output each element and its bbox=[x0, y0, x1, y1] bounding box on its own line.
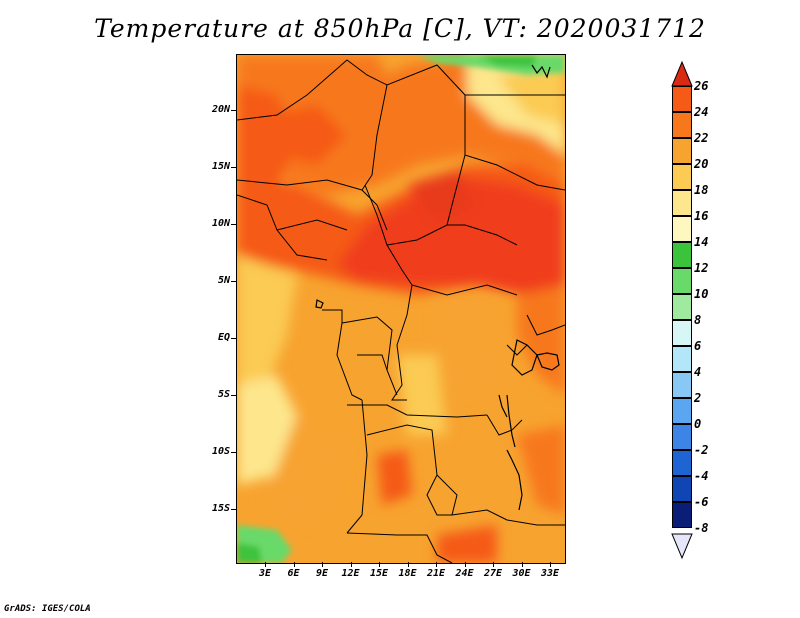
y-tick bbox=[231, 452, 236, 453]
colorbar-swatch bbox=[672, 372, 692, 398]
colorbar-swatch bbox=[672, 398, 692, 424]
colorbar bbox=[671, 60, 693, 560]
colorbar-level-label: 22 bbox=[694, 131, 709, 145]
colorbar-level-label: 24 bbox=[694, 105, 709, 119]
green-patches bbox=[237, 55, 565, 563]
y-tick bbox=[231, 167, 236, 168]
colorbar-swatch bbox=[672, 294, 692, 320]
colorbar-bottom-arrow bbox=[671, 533, 693, 560]
colorbar-top-arrow bbox=[671, 60, 693, 87]
y-tick-label: EQ bbox=[217, 332, 230, 343]
x-tick bbox=[350, 562, 352, 567]
x-tick-label: 18E bbox=[398, 568, 417, 579]
x-tick bbox=[464, 562, 466, 567]
shading-layer bbox=[237, 55, 565, 563]
y-tick-label: 5S bbox=[217, 389, 230, 400]
colorbar-level-label: 12 bbox=[694, 261, 709, 275]
colorbar-swatch bbox=[672, 502, 692, 528]
colorbar-swatch bbox=[672, 216, 692, 242]
colorbar-level-label: 14 bbox=[694, 235, 709, 249]
country-borders bbox=[237, 59, 565, 563]
colorbar-level-label: -4 bbox=[694, 469, 709, 483]
grads-credit: GrADS: IGES/COLA bbox=[4, 604, 91, 614]
temperature-map bbox=[236, 54, 566, 564]
colorbar-level-label: 10 bbox=[694, 287, 709, 301]
y-tick bbox=[231, 110, 236, 111]
chart-title: Temperature at 850hPa [C], VT: 202003171… bbox=[94, 14, 706, 43]
colorbar-swatch bbox=[672, 346, 692, 372]
colorbar-swatch bbox=[672, 190, 692, 216]
colorbar-level-label: -8 bbox=[694, 521, 709, 535]
colorbar-swatch bbox=[672, 86, 692, 112]
colorbar-level-label: 26 bbox=[694, 79, 709, 93]
x-tick bbox=[550, 562, 551, 567]
colorbar-level-label: 6 bbox=[694, 339, 702, 353]
colorbar-level-label: 0 bbox=[694, 417, 702, 431]
x-tick bbox=[322, 562, 323, 567]
x-tick-label: 30E bbox=[512, 568, 531, 579]
lakes bbox=[315, 64, 560, 511]
colorbar-swatch bbox=[672, 164, 692, 190]
x-tick-label: 21E bbox=[426, 568, 446, 579]
colorbar-swatch bbox=[672, 138, 692, 164]
x-tick bbox=[265, 562, 266, 567]
x-tick bbox=[293, 562, 295, 567]
x-tick-label: 3E bbox=[258, 568, 272, 579]
x-tick bbox=[436, 562, 437, 567]
colorbar-swatch bbox=[672, 242, 692, 268]
colorbar-swatch bbox=[672, 450, 692, 476]
x-tick-label: 33E bbox=[540, 568, 560, 579]
y-tick-label: 15S bbox=[211, 503, 230, 514]
temperature-field bbox=[237, 55, 565, 563]
y-tick-label: 5N bbox=[217, 275, 230, 286]
colorbar-level-label: -2 bbox=[694, 443, 709, 457]
colorbar-swatch bbox=[672, 476, 692, 502]
x-tick bbox=[379, 562, 380, 567]
x-tick bbox=[521, 562, 523, 567]
y-tick-label: 10S bbox=[211, 446, 230, 457]
colorbar-level-label: 18 bbox=[694, 183, 709, 197]
colorbar-level-label: 20 bbox=[694, 157, 709, 171]
colorbar-swatch bbox=[672, 320, 692, 346]
x-tick-label: 9E bbox=[315, 568, 329, 579]
x-tick bbox=[407, 562, 409, 567]
x-tick-label: 12E bbox=[341, 568, 360, 579]
colorbar-level-label: 16 bbox=[694, 209, 709, 223]
colorbar-level-label: 8 bbox=[694, 313, 702, 327]
x-tick bbox=[493, 562, 494, 567]
y-tick-label: 10N bbox=[211, 218, 230, 229]
colorbar-swatch bbox=[672, 424, 692, 450]
y-tick bbox=[231, 338, 236, 339]
colorbar-level-label: 4 bbox=[694, 365, 702, 379]
y-tick-label: 15N bbox=[211, 161, 230, 172]
y-tick bbox=[231, 281, 236, 282]
y-tick bbox=[231, 395, 236, 396]
colorbar-level-label: 2 bbox=[694, 391, 702, 405]
x-tick-label: 15E bbox=[369, 568, 389, 579]
colorbar-level-label: -6 bbox=[694, 495, 709, 509]
x-tick-label: 27E bbox=[483, 568, 503, 579]
colorbar-swatch bbox=[672, 112, 692, 138]
y-tick bbox=[231, 224, 236, 225]
y-tick bbox=[231, 509, 236, 510]
x-tick-label: 24E bbox=[455, 568, 474, 579]
x-tick-label: 6E bbox=[287, 568, 300, 579]
y-tick-label: 20N bbox=[211, 104, 230, 115]
colorbar-swatch bbox=[672, 268, 692, 294]
